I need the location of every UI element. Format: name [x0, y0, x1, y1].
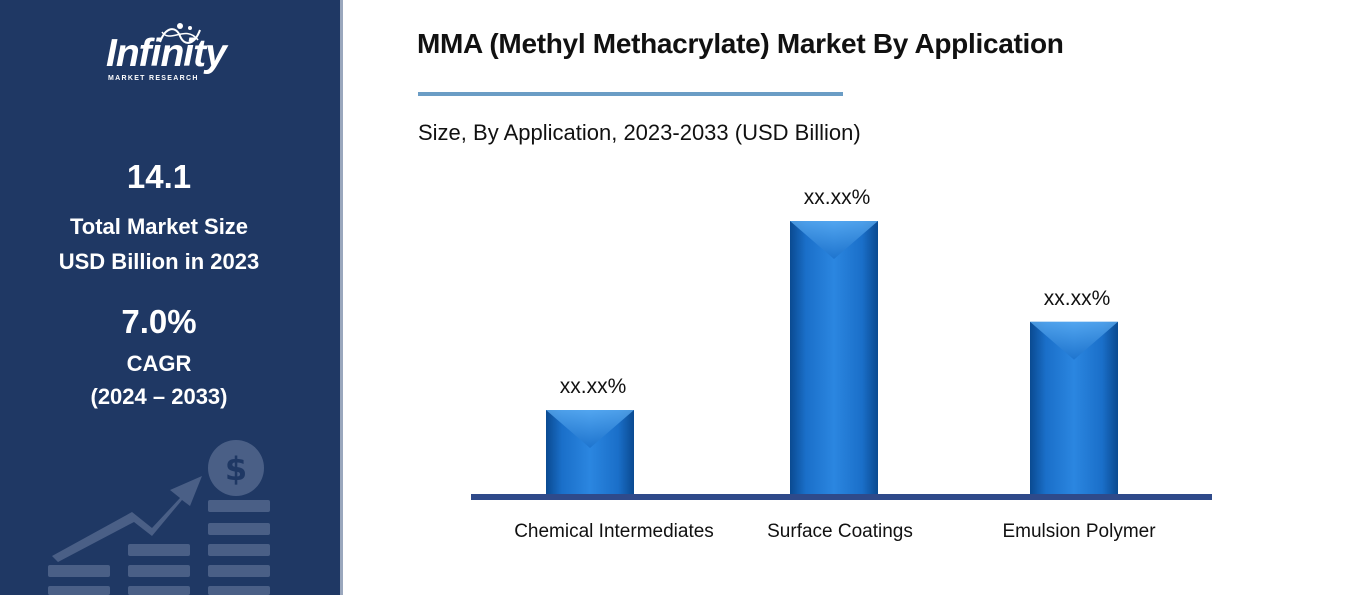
- cagr-label: CAGR: [126, 351, 192, 376]
- cagr-value: 7.0%: [121, 303, 197, 340]
- bar-highlight-2: [1030, 321, 1118, 360]
- data-label-1: xx.xx%: [804, 186, 871, 209]
- category-label-2: Emulsion Polymer: [1002, 521, 1156, 542]
- market-size-label-line1: Total Market Size: [69, 214, 249, 239]
- cagr-period: (2024 – 2033): [90, 384, 228, 409]
- svg-text:$: $: [225, 450, 247, 488]
- logo-swirl-icon: [159, 23, 201, 44]
- chart-subtitle: Size, By Application, 2023-2033 (USD Bil…: [418, 120, 861, 145]
- infinity-logo: Infinity MARKET RESEARCH: [100, 23, 250, 88]
- category-label-0: Chemical Intermediates: [514, 521, 714, 542]
- bar-highlight-0: [546, 410, 634, 448]
- dollar-growth-chart-icon: $: [48, 440, 270, 595]
- category-label-1: Surface Coatings: [767, 521, 913, 542]
- chart-title: MMA (Methyl Methacrylate) Market By Appl…: [417, 28, 1064, 59]
- bar-1: [790, 221, 878, 494]
- sidebar: Infinity MARKET RESEARCH 14.1 Total Mark…: [0, 0, 340, 595]
- data-label-0: xx.xx%: [560, 375, 627, 398]
- title-underline: [418, 92, 843, 96]
- market-size-label-line2: USD Billion in 2023: [58, 249, 260, 274]
- bar-highlight-1: [790, 221, 878, 259]
- data-label-2: xx.xx%: [1044, 287, 1111, 310]
- market-size-value: 14.1: [126, 158, 192, 195]
- logo-tagline: MARKET RESEARCH: [108, 75, 199, 82]
- sidebar-divider: [340, 0, 343, 595]
- logo-wordmark: Infinity: [106, 32, 227, 75]
